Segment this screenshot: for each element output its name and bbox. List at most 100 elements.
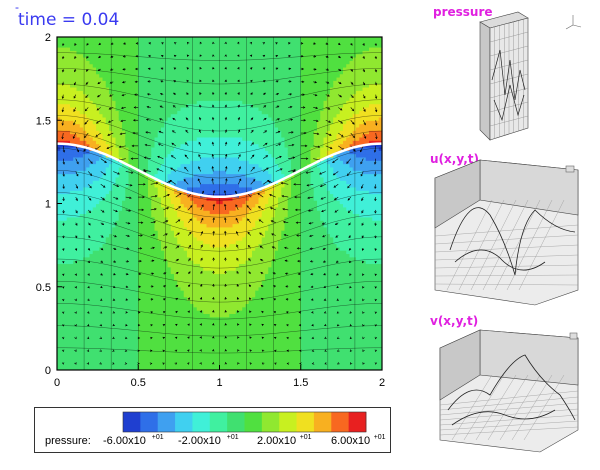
field-cell: [57, 340, 61, 344]
field-cell: [141, 120, 146, 125]
field-cell: [92, 173, 97, 178]
field-cell: [131, 256, 136, 261]
field-cell: [161, 170, 165, 175]
field-cell: [83, 203, 87, 208]
field-cell: [118, 280, 123, 285]
field-cell: [96, 206, 100, 211]
field-cell: [89, 243, 94, 248]
field-cell: [206, 143, 211, 148]
field-cell: [151, 70, 156, 75]
field-cell: [151, 210, 156, 215]
field-cell: [170, 300, 175, 304]
field-cell: [196, 143, 201, 148]
field-cell: [177, 243, 182, 248]
field-cell: [92, 363, 97, 368]
field-cell: [164, 196, 169, 201]
field-cell: [118, 170, 123, 175]
field-cell: [196, 53, 201, 58]
field-cell: [196, 316, 201, 321]
field-cell: [164, 73, 169, 78]
field-cell: [115, 266, 120, 271]
field-cell: [89, 296, 94, 301]
field-cell: [187, 256, 191, 261]
field-cell: [144, 346, 149, 351]
field-cell: [183, 323, 188, 328]
field-cell: [118, 343, 123, 348]
field-cell: [99, 130, 104, 135]
field-cell: [73, 253, 78, 258]
field-cell: [206, 263, 211, 268]
field-cell: [154, 350, 159, 354]
field-cell: [135, 253, 139, 258]
field-cell: [66, 213, 71, 218]
field-cell: [76, 166, 81, 171]
field-cell: [187, 266, 191, 271]
field-cell: [70, 193, 74, 198]
field-cell: [57, 216, 61, 221]
field-cell: [135, 296, 139, 301]
field-cell: [200, 136, 204, 141]
field-cell: [154, 63, 159, 68]
field-cell: [135, 100, 139, 105]
field-cell: [180, 233, 185, 238]
field-cell: [57, 293, 61, 298]
field-cell: [63, 66, 68, 71]
field-cell: [96, 113, 100, 118]
field-cell: [151, 306, 156, 311]
field-cell: [174, 140, 178, 145]
field-cell: [177, 296, 182, 301]
field-cell: [164, 60, 169, 65]
field-cell: [177, 223, 182, 228]
field-cell: [105, 193, 110, 198]
field-cell: [92, 170, 97, 175]
field-cell: [96, 163, 100, 168]
field-cell: [76, 200, 81, 205]
field-cell: [167, 37, 172, 41]
field-cell: [73, 160, 78, 165]
field-cell: [151, 56, 156, 61]
field-cell: [66, 326, 71, 331]
field-cell: [164, 123, 169, 128]
field-cell: [92, 176, 97, 181]
field-cell: [180, 296, 185, 301]
field-cell: [128, 210, 133, 215]
field-cell: [57, 50, 61, 55]
field-cell: [177, 153, 182, 158]
field-cell: [83, 283, 87, 288]
field-cell: [138, 46, 143, 51]
field-cell: [102, 353, 107, 358]
field-cell: [151, 150, 156, 155]
field-cell: [183, 243, 188, 248]
field-cell: [131, 226, 136, 231]
field-cell: [122, 50, 126, 55]
field-cell: [83, 243, 87, 248]
field-cell: [96, 353, 100, 358]
field-cell: [115, 166, 120, 171]
field-cell: [209, 240, 214, 245]
field-cell: [118, 300, 123, 304]
field-cell: [70, 106, 74, 111]
field-cell: [118, 80, 123, 85]
field-cell: [174, 96, 178, 101]
field-cell: [128, 336, 133, 341]
field-cell: [193, 280, 198, 285]
field-cell: [206, 330, 211, 334]
field-cell: [99, 360, 104, 364]
field-cell: [89, 130, 94, 135]
field-cell: [144, 190, 149, 195]
field-cell: [183, 280, 188, 285]
field-cell: [135, 316, 139, 321]
field-cell: [141, 303, 146, 308]
field-cell: [92, 163, 97, 168]
field-cell: [174, 63, 178, 68]
field-cell: [157, 316, 162, 321]
field-cell: [73, 130, 78, 135]
field-cell: [79, 103, 84, 108]
field-cell: [206, 183, 211, 188]
field-cell: [196, 116, 201, 121]
field-cell: [193, 73, 198, 78]
field-cell: [83, 316, 87, 321]
field-cell: [148, 46, 152, 51]
field-cell: [180, 37, 185, 41]
field-cell: [118, 286, 123, 291]
